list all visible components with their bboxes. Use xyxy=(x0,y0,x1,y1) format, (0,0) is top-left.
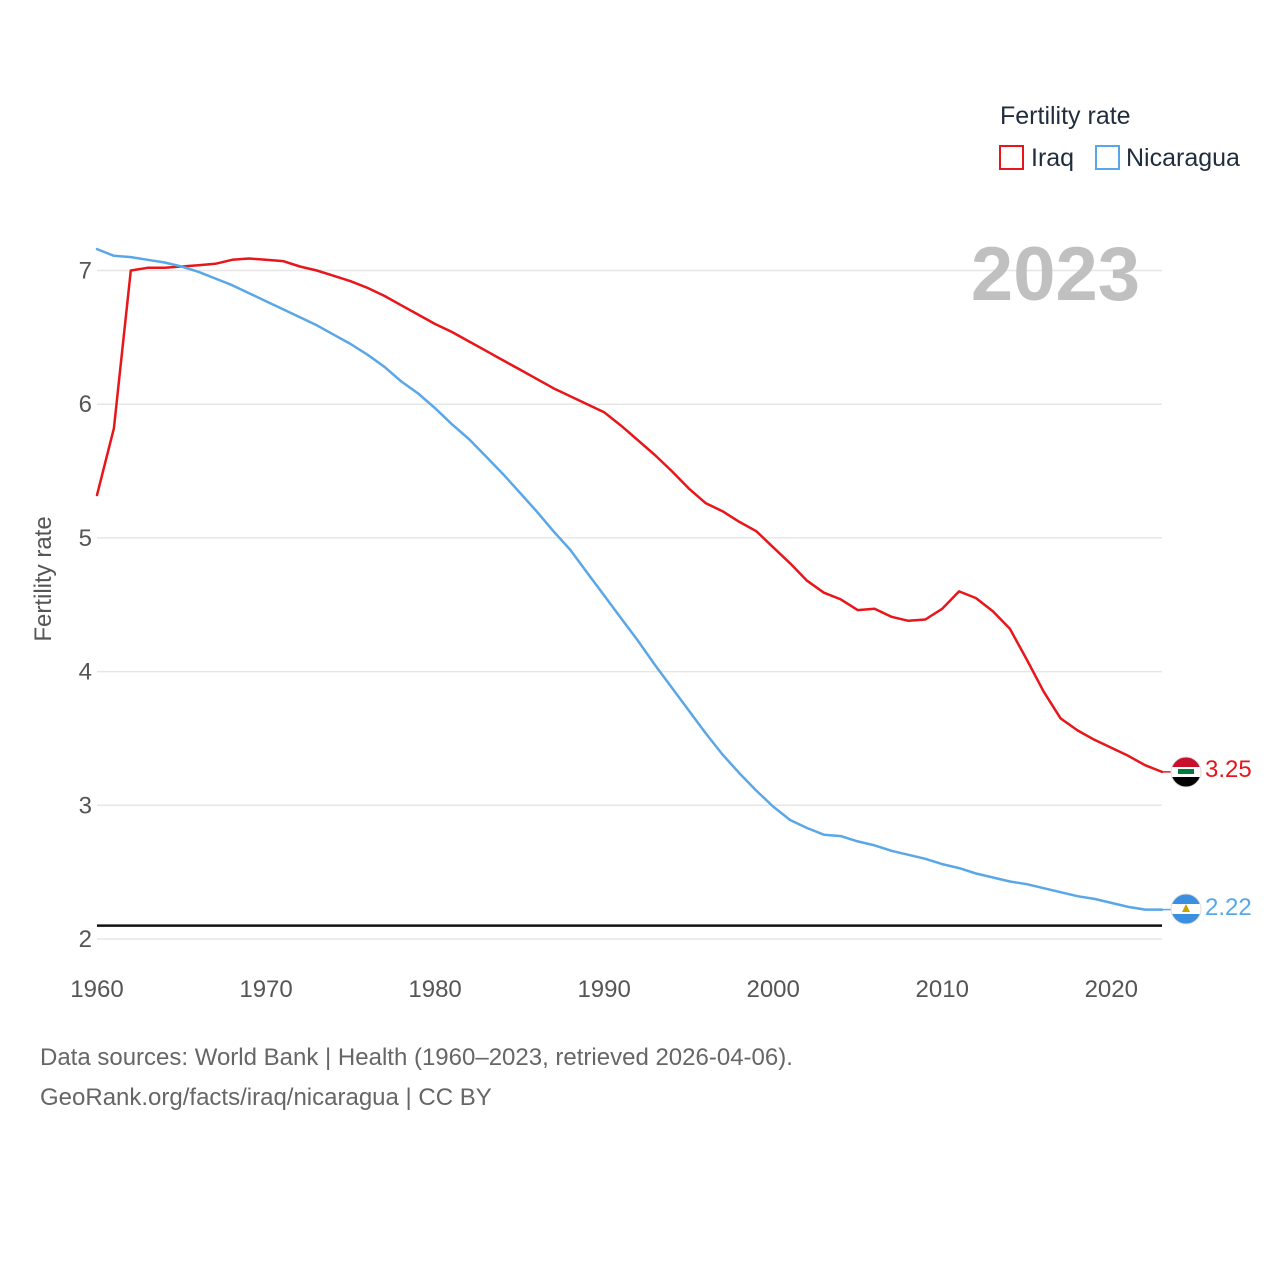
y-axis-title: Fertility rate xyxy=(30,516,57,641)
y-tick-label: 5 xyxy=(79,525,92,552)
x-tick-label: 2010 xyxy=(916,976,969,1003)
x-tick-label: 2020 xyxy=(1085,976,1138,1003)
grid-lines xyxy=(97,269,1162,940)
y-tick-label: 2 xyxy=(79,926,92,953)
y-tick-label: 3 xyxy=(79,792,92,819)
x-tick-label: 1960 xyxy=(70,976,123,1003)
y-tick-label: 6 xyxy=(79,391,92,418)
legend-swatch-iraq[interactable] xyxy=(999,145,1024,170)
end-value-nicaragua: 2.22 xyxy=(1205,894,1252,921)
attribution-link[interactable]: GeoRank.org/facts/iraq/nicaragua | CC BY xyxy=(40,1084,492,1111)
y-tick-label: 7 xyxy=(79,258,92,285)
iraq-flag-icon xyxy=(1170,756,1202,788)
legend-swatch-nicaragua[interactable] xyxy=(1095,145,1120,170)
data-source-text: Data sources: World Bank | Health (1960–… xyxy=(40,1044,793,1071)
series-lines xyxy=(95,247,1172,911)
x-tick-label: 2000 xyxy=(746,976,799,1003)
legend-label-iraq[interactable]: Iraq xyxy=(1031,144,1074,172)
legend: Fertility rate Iraq Nicaragua xyxy=(999,102,1240,172)
x-tick-label: 1970 xyxy=(239,976,292,1003)
current-year-label: 2023 xyxy=(971,232,1140,317)
legend-label-nicaragua[interactable]: Nicaragua xyxy=(1126,144,1240,172)
nicaragua-flag-icon xyxy=(1170,893,1202,925)
legend-title: Fertility rate xyxy=(1000,102,1131,130)
x-tick-label: 1990 xyxy=(577,976,630,1003)
x-axis: 1960 1970 1980 1990 2000 2010 2020 xyxy=(70,976,1138,1003)
y-tick-label: 4 xyxy=(79,659,92,686)
x-tick-label: 1980 xyxy=(408,976,461,1003)
series-line-nicaragua[interactable] xyxy=(95,247,1164,911)
y-axis: 2 3 4 5 6 7 xyxy=(79,258,92,954)
series-line-iraq[interactable] xyxy=(95,257,1164,774)
end-value-iraq: 3.25 xyxy=(1205,756,1252,783)
